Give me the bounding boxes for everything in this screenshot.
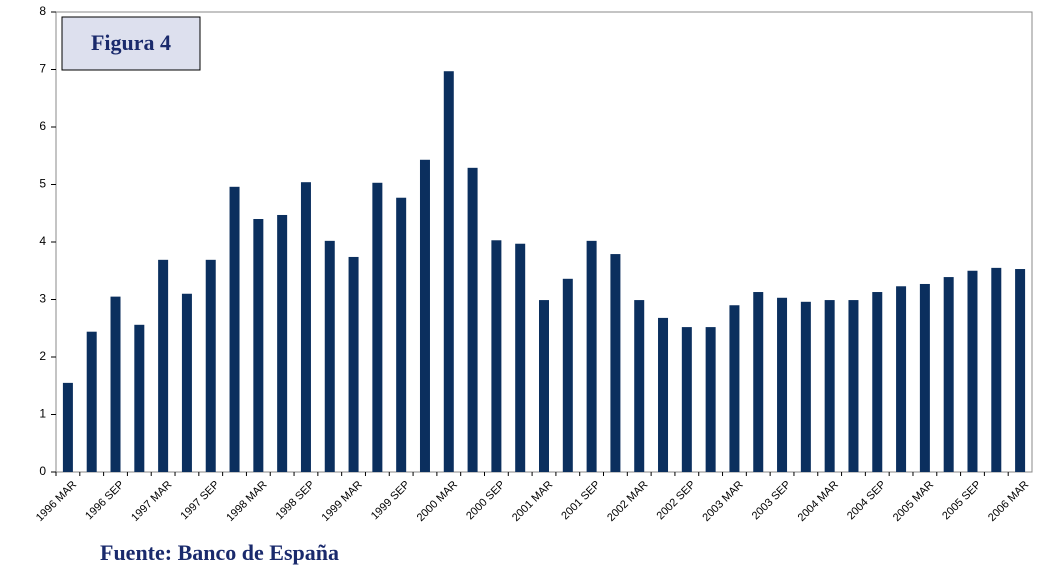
bar: [110, 296, 121, 472]
bar: [658, 317, 669, 472]
bar: [324, 240, 335, 472]
y-tick-label: 6: [39, 119, 46, 133]
bar: [729, 305, 740, 472]
y-tick-label: 5: [39, 177, 46, 191]
x-tick-label: 2003 SEP: [750, 479, 794, 523]
x-tick-label: 2005 MAR: [891, 479, 936, 524]
bar: [205, 259, 216, 472]
x-tick-label: 2006 MAR: [986, 479, 1031, 524]
x-tick-label: 1997 MAR: [129, 479, 174, 524]
bar: [300, 182, 311, 472]
bar: [753, 292, 764, 472]
bar: [824, 300, 835, 472]
bar: [158, 259, 169, 472]
x-tick-label: 1996 SEP: [83, 479, 127, 523]
bar: [872, 292, 883, 472]
bar: [134, 324, 145, 472]
bar: [467, 167, 478, 472]
x-tick-label: 1998 MAR: [224, 479, 269, 524]
bar: [705, 327, 716, 472]
x-tick-label: 2002 SEP: [655, 479, 699, 523]
bar: [586, 240, 597, 472]
bar: [277, 214, 288, 472]
bar: [896, 286, 907, 472]
bar: [62, 382, 73, 472]
y-tick-label: 3: [39, 292, 46, 306]
bar: [991, 267, 1002, 472]
y-tick-label: 4: [39, 234, 46, 248]
x-tick-label: 1998 SEP: [274, 479, 318, 523]
bar: [348, 256, 359, 472]
bar: [253, 219, 264, 472]
bar: [419, 159, 430, 472]
bar: [181, 293, 192, 472]
bar: [634, 300, 645, 472]
bar: [681, 327, 692, 472]
y-tick-label: 2: [39, 349, 46, 363]
title-box: [61, 16, 201, 71]
x-tick-label: 1996 MAR: [34, 479, 79, 524]
x-tick-label: 2001 MAR: [510, 479, 555, 524]
x-tick-label: 2004 SEP: [845, 479, 889, 523]
bar: [229, 186, 240, 473]
x-tick-label: 2000 MAR: [415, 479, 460, 524]
bar: [372, 182, 383, 472]
bar: [800, 301, 811, 472]
x-tick-label: 2002 MAR: [605, 479, 650, 524]
y-tick-label: 0: [39, 464, 46, 478]
y-tick-label: 7: [39, 62, 46, 76]
x-tick-label: 2001 SEP: [559, 479, 603, 523]
bar: [919, 283, 930, 472]
x-tick-label: 1997 SEP: [178, 479, 222, 523]
bar: [610, 254, 621, 472]
bar: [443, 71, 454, 472]
bar: [848, 300, 859, 472]
bar: [539, 300, 549, 472]
x-tick-label: 2005 SEP: [940, 479, 984, 523]
bar: [491, 240, 502, 472]
bar: [562, 278, 573, 472]
x-tick-label: 2004 MAR: [796, 479, 841, 524]
chart-title: Figura 4: [91, 30, 171, 55]
bar: [1015, 269, 1026, 472]
y-tick-label: 1: [39, 407, 46, 421]
x-tick-label: 2003 MAR: [700, 479, 745, 524]
bar: [967, 270, 978, 472]
y-tick-label: 8: [39, 4, 46, 18]
bar: [943, 277, 954, 472]
bar: [777, 297, 788, 472]
x-tick-label: 1999 MAR: [320, 479, 365, 524]
source: Fuente: Banco de España: [100, 540, 339, 565]
x-tick-label: 2000 SEP: [464, 479, 508, 523]
bar: [86, 331, 97, 472]
bar: [515, 243, 526, 472]
x-tick-label: 1999 SEP: [369, 479, 413, 523]
bar: [396, 197, 407, 472]
